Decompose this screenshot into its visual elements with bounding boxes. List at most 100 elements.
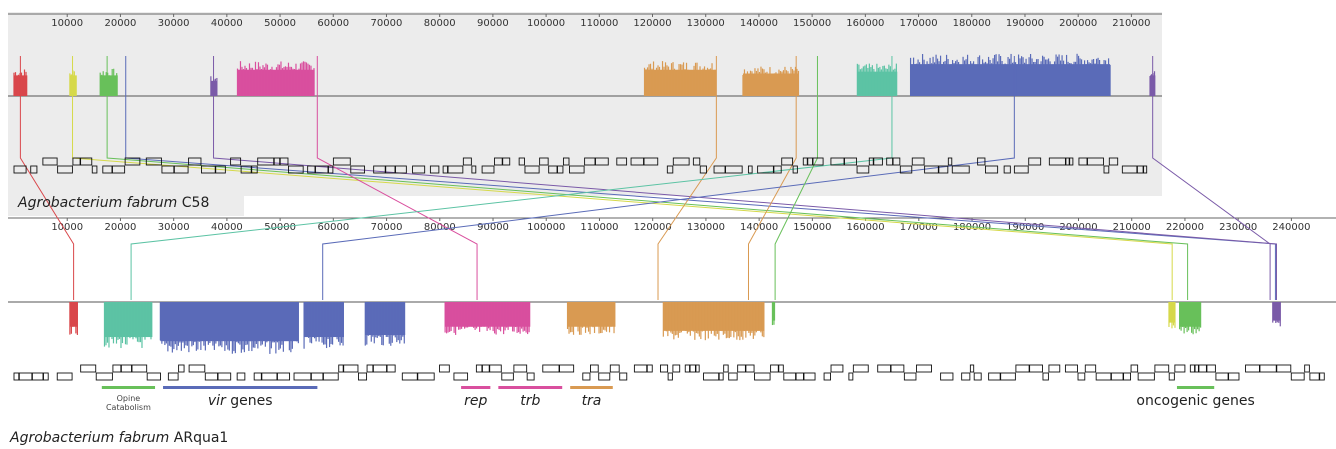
gene-box — [273, 157, 281, 166]
gene-box — [1130, 364, 1139, 373]
gene-box — [188, 364, 206, 373]
gene-box — [977, 157, 986, 166]
gene-box — [1015, 364, 1030, 373]
gene-box — [524, 165, 540, 174]
gene-box — [773, 165, 782, 174]
gene-box — [343, 364, 359, 373]
gene-box — [757, 165, 774, 174]
arqua1-species-name: Agrobacterium fabrum — [9, 430, 169, 446]
connection-line — [322, 56, 1015, 300]
region-bar — [101, 386, 156, 389]
gene-box — [401, 372, 418, 381]
region-bar — [461, 386, 491, 389]
lcb-block — [662, 302, 765, 341]
tick-label: 140000 — [740, 18, 778, 29]
gene-box — [102, 165, 113, 174]
gene-box — [91, 165, 98, 174]
gene-box — [112, 364, 122, 373]
arqua1-axis: 10000 20000 30000 40000 50000 60000 70000 80000… — [8, 217, 1336, 233]
gene-box — [72, 157, 81, 166]
connection-line — [774, 56, 818, 300]
gene-box — [481, 364, 490, 373]
region-label: oncogenic genes — [1136, 393, 1254, 409]
tick-label: 90000 — [477, 222, 509, 233]
gene-box — [781, 157, 794, 166]
gene-box — [1048, 157, 1066, 166]
gene-box — [1137, 372, 1155, 381]
c58-strain-name: C58 — [177, 195, 209, 211]
gene-box — [429, 165, 440, 174]
region-annotation: rep — [461, 386, 491, 409]
gene-box — [969, 364, 975, 373]
gene-box — [951, 165, 970, 174]
connection-line — [130, 56, 893, 300]
gene-box — [852, 364, 869, 373]
region-annotation: tra — [570, 386, 613, 409]
gene-box — [395, 165, 407, 174]
gene-box — [770, 364, 779, 373]
gene-box — [660, 364, 669, 373]
gene-box — [886, 157, 894, 166]
gene-box — [725, 165, 743, 174]
gene-box — [856, 165, 870, 174]
connection-line — [125, 56, 1276, 300]
gene-box — [1048, 364, 1061, 373]
lcb-block — [742, 66, 800, 96]
gene-box — [1206, 364, 1216, 373]
gene-box — [328, 165, 334, 174]
gene-box — [471, 165, 477, 174]
gene-box — [1029, 364, 1043, 373]
gene-box — [1095, 372, 1112, 381]
gene-box — [985, 165, 999, 174]
gene-box — [502, 157, 511, 166]
gene-box — [178, 364, 185, 373]
gene-box — [569, 165, 585, 174]
tick-label: 210000 — [1113, 222, 1151, 233]
tick-label: 70000 — [371, 222, 403, 233]
gene-box — [778, 364, 784, 373]
tick-label: 120000 — [634, 222, 672, 233]
tick-label: 60000 — [317, 18, 349, 29]
tick-label: 140000 — [740, 222, 778, 233]
gene-box — [844, 157, 858, 166]
tick-label: 30000 — [158, 18, 190, 29]
gene-box — [146, 372, 161, 381]
tick-label: 150000 — [793, 222, 831, 233]
tick-label: 60000 — [317, 222, 349, 233]
tick-label: 150000 — [793, 18, 831, 29]
gene-box — [1078, 157, 1088, 166]
region-label: Opine — [117, 394, 141, 403]
tick-label: 170000 — [899, 18, 937, 29]
gene-box — [475, 364, 483, 373]
region-bar — [163, 386, 318, 389]
gene-box — [1003, 165, 1011, 174]
lcb-block — [566, 302, 616, 335]
gene-box — [548, 165, 558, 174]
region-annotation: oncogenic genes — [1136, 386, 1255, 409]
gene-box — [890, 364, 905, 373]
gene-box — [973, 372, 982, 381]
gene-box — [204, 372, 218, 381]
region-label: rep — [464, 393, 487, 409]
gene-box — [916, 364, 932, 373]
gene-box — [358, 372, 368, 381]
tick-label: 120000 — [633, 18, 671, 29]
gene-box — [279, 157, 289, 166]
tick-label: 80000 — [424, 222, 456, 233]
gene-box — [57, 165, 73, 174]
gene-box — [868, 157, 874, 166]
gene-box — [584, 157, 596, 166]
gene-box — [447, 165, 464, 174]
gene-box — [899, 165, 913, 174]
gene-box — [1136, 165, 1144, 174]
connection-line — [106, 56, 1189, 300]
region-bar — [498, 386, 563, 389]
tick-label: 100000 — [527, 18, 565, 29]
gene-box — [728, 372, 738, 381]
gene-box — [1194, 364, 1199, 373]
gene-box — [131, 364, 148, 373]
arqua1-lcb-blocks — [69, 302, 1281, 354]
gene-box — [1028, 157, 1042, 166]
gene-box — [940, 372, 954, 381]
